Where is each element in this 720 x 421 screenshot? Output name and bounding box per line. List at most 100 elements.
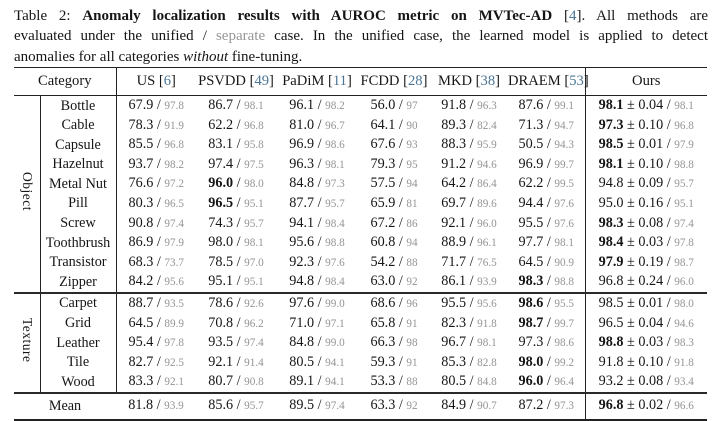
result-cell: 85.6 / 95.7 [196, 391, 276, 420]
separate-value: 94.1 [325, 376, 345, 389]
separate-value: 95.7 [244, 217, 264, 230]
result-cell: 94.8 / 98.4 [276, 272, 358, 293]
citation-link[interactable]: 38 [480, 73, 496, 89]
plus-minus-std: ± 0.03 / [623, 334, 675, 351]
separate-value: 95.8 [244, 139, 264, 152]
result-cell: 54.2 / 88 [358, 253, 430, 273]
citation-link[interactable]: 11 [332, 73, 347, 89]
result-cell: 89.3 / 82.4 [430, 116, 508, 136]
unified-value: 80.5 [289, 353, 315, 370]
bracket: ] [269, 73, 274, 89]
unified-value: 65.8 [370, 314, 396, 331]
unified-value: 62.2 [518, 175, 544, 192]
result-cell: 88.7 / 93.5 [116, 291, 196, 314]
slash-separator: / [314, 334, 326, 351]
unified-value: 92.3 [289, 253, 315, 270]
slash-separator: / [466, 334, 478, 351]
separate-value: 92.5 [164, 356, 184, 369]
unified-value: 96.1 [289, 97, 315, 113]
citation-link[interactable]: 6 [163, 73, 172, 89]
unified-value: 91.2 [441, 155, 467, 172]
separate-value: 82.4 [477, 119, 497, 132]
unified-value: 95.0 [598, 194, 624, 211]
plus-minus-std: ± 0.24 / [623, 273, 675, 290]
slash-separator: / [543, 136, 555, 153]
citation-link[interactable]: 53 [569, 73, 584, 89]
unified-value: 79.3 [370, 155, 396, 172]
result-cell: 65.9 / 81 [358, 194, 430, 214]
ours-result-cell: 91.8 ± 0.10 / 91.8 [584, 352, 707, 373]
result-cell: 69.7 / 89.6 [430, 194, 508, 214]
unified-value: 54.2 [370, 253, 396, 270]
table-body: Object Bottle 67.9 / 97.8 86.7 / 98.1 96.1 /… [14, 95, 707, 420]
table-caption: Table 2: Anomaly localization results wi… [14, 6, 708, 67]
result-cell: 71.0 / 97.1 [276, 314, 358, 334]
plus-minus-std: ± 0.19 / [623, 253, 675, 270]
slash-separator: / [233, 253, 245, 270]
unified-value: 64.2 [441, 175, 467, 192]
result-cell: 89.5 / 97.4 [276, 391, 358, 420]
unified-value: 96.8 [598, 273, 624, 290]
separate-value: 98 [406, 337, 418, 350]
slash-separator: / [543, 234, 555, 251]
caption-separate-word: separate [215, 28, 266, 45]
slash-separator: / [314, 97, 326, 113]
result-cell: 64.2 / 86.4 [430, 174, 508, 194]
result-cell: 81.0 / 96.7 [276, 116, 358, 136]
slash-separator: / [543, 116, 555, 133]
unified-value: 96.7 [441, 334, 467, 351]
unified-value: 86.9 [128, 234, 154, 251]
result-cell: 68.3 / 73.7 [116, 253, 196, 273]
unified-value: 98.0 [208, 234, 234, 251]
slash-separator: / [153, 175, 165, 192]
unified-value: 89.1 [289, 373, 315, 390]
citation-link[interactable]: 4 [568, 8, 577, 24]
result-cell: 98.6 / 95.5 [508, 291, 585, 314]
result-cell: 98.0 / 98.1 [196, 233, 276, 253]
column-header-us: US [6] [116, 67, 196, 96]
unified-value: 83.1 [208, 136, 234, 153]
separate-value: 97.8 [164, 337, 184, 350]
slash-separator: / [466, 97, 478, 113]
result-cell: 53.3 / 88 [358, 372, 430, 393]
slash-separator: / [233, 273, 245, 290]
unified-value: 85.6 [208, 397, 234, 414]
unified-value: 96.5 [208, 194, 234, 211]
ours-result-cell: 96.8 ± 0.02 / 96.6 [584, 391, 707, 420]
slash-separator: / [466, 136, 478, 153]
result-cell: 64.1 / 90 [358, 116, 430, 136]
slash-separator: / [153, 294, 165, 311]
slash-separator: / [314, 314, 326, 331]
separate-value: 99.0 [325, 337, 345, 350]
citation-link[interactable]: 28 [407, 73, 423, 89]
separate-value: 96.8 [674, 119, 694, 132]
result-cell: 95.1 / 95.1 [196, 272, 276, 293]
bracket: [ [249, 73, 255, 89]
separate-value: 98.2 [164, 158, 184, 171]
separate-value: 96.0 [674, 276, 694, 289]
result-cell: 62.2 / 96.8 [196, 116, 276, 136]
separate-value: 97.6 [554, 197, 574, 210]
result-cell: 96.7 / 98.1 [430, 333, 508, 353]
citation-link[interactable]: 49 [254, 73, 270, 89]
slash-separator: / [543, 214, 555, 231]
result-cell: 87.7 / 95.7 [276, 194, 358, 214]
result-cell: 96.5 / 95.1 [196, 194, 276, 214]
caption-title: Anomaly localization results with AUROC … [82, 8, 553, 24]
separate-value: 89.9 [164, 317, 184, 330]
separate-value: 98.1 [477, 337, 497, 350]
slash-separator: / [543, 334, 555, 351]
result-cell: 80.5 / 84.8 [430, 372, 508, 393]
separate-value: 97.1 [325, 317, 345, 330]
result-cell: 80.7 / 90.8 [196, 372, 276, 393]
separate-value: 97.4 [244, 337, 264, 350]
result-cell: 66.3 / 98 [358, 333, 430, 353]
unified-value: 94.8 [598, 175, 624, 192]
separate-value: 96.2 [244, 317, 264, 330]
category-cell: Pill [40, 193, 117, 214]
result-cell: 62.2 / 99.5 [508, 174, 585, 194]
slash-separator: / [543, 353, 555, 370]
separate-value: 95.5 [554, 297, 574, 310]
slash-separator: / [395, 253, 407, 270]
slash-separator: / [395, 116, 407, 133]
